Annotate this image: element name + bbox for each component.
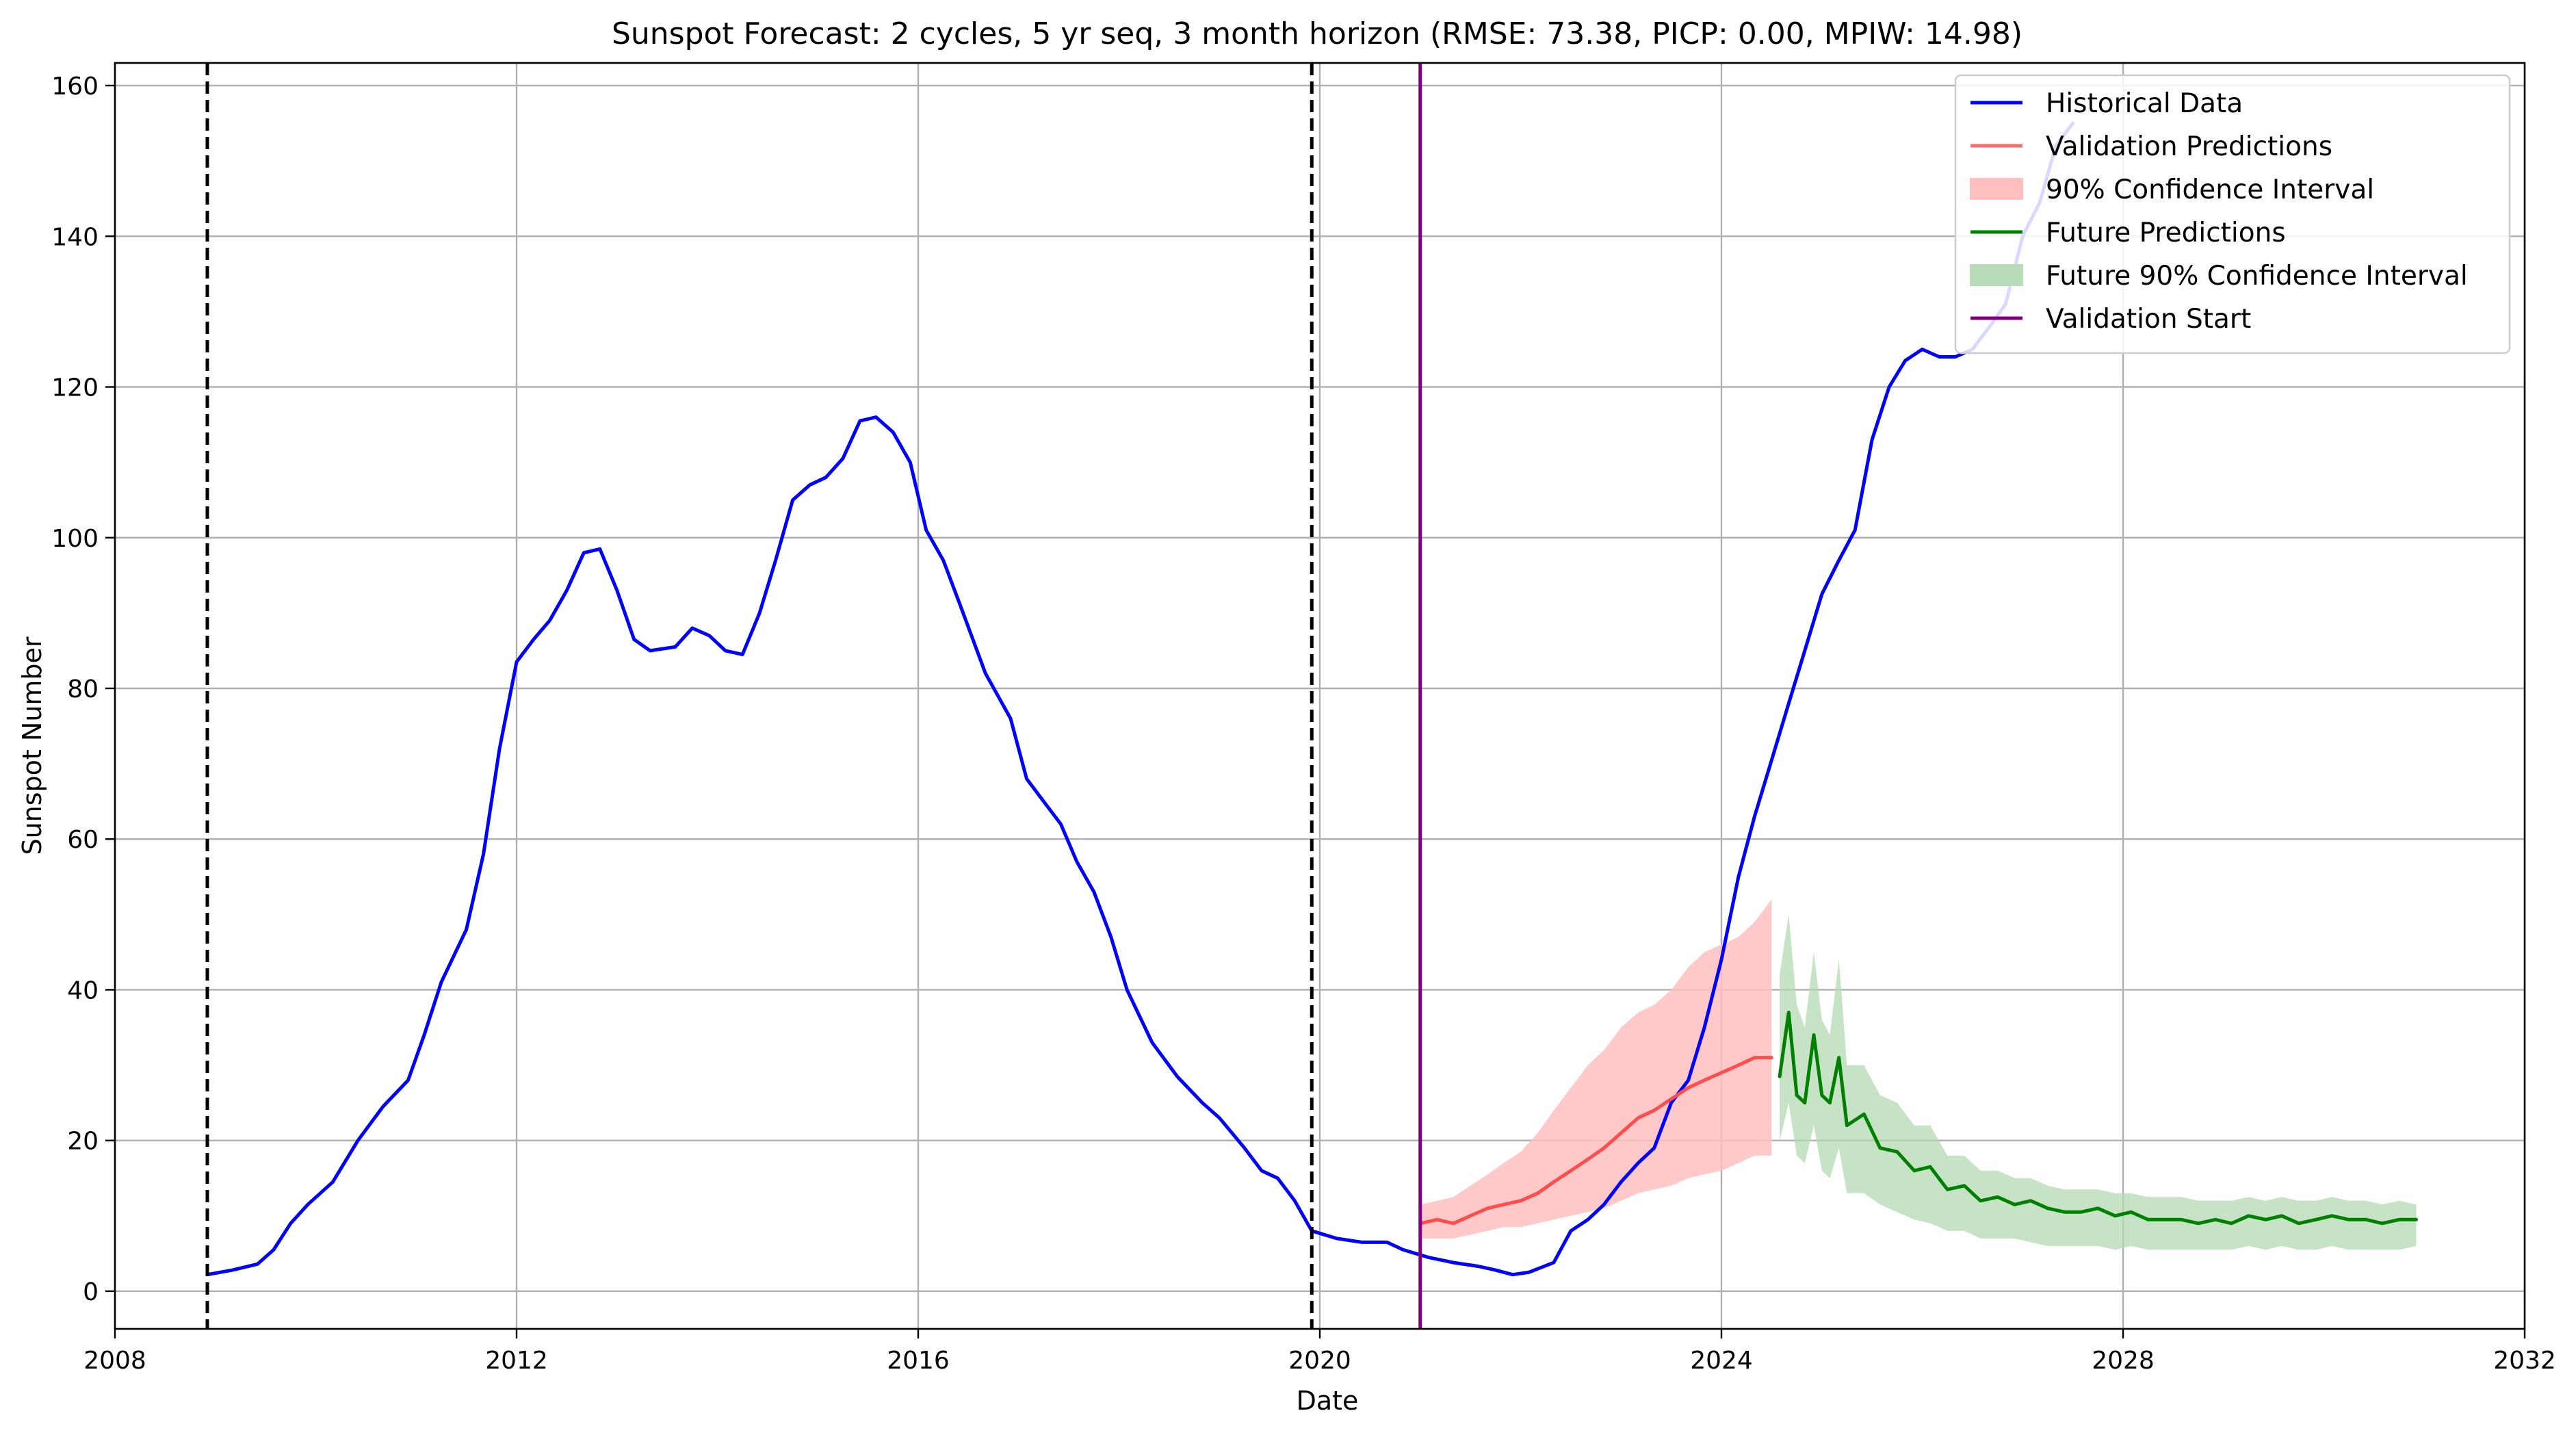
y-tick-label: 140 <box>51 223 99 251</box>
legend: Historical Data Validation Predictions 90%… <box>1954 74 2511 354</box>
y-tick-label: 0 <box>83 1278 99 1306</box>
x-tick-label: 2024 <box>1690 1347 1753 1375</box>
future-confidence-band <box>1780 914 2417 1250</box>
legend-item: Historical Data <box>1970 88 2243 119</box>
legend-item: Future 90% Confidence Interval <box>1970 261 2468 292</box>
x-tick-label: 2020 <box>1288 1347 1351 1375</box>
legend-swatch-patch <box>1970 178 2023 200</box>
validation-confidence-band <box>1420 899 1772 1239</box>
y-tick-label: 20 <box>67 1128 99 1156</box>
future-predictions-line <box>1778 1011 2418 1226</box>
y-tick-label: 40 <box>67 976 99 1005</box>
x-axis-label: Date <box>1297 1386 1359 1416</box>
legend-label: Future 90% Confidence Interval <box>2046 261 2468 292</box>
plot-area: 2008 2012 2016 2020 2024 2028 2032 0 20 40 60 80 100… <box>51 62 2556 1375</box>
legend-box <box>1954 74 2511 354</box>
y-tick-label: 100 <box>51 525 99 553</box>
legend-label: 90% Confidence Interval <box>2046 174 2374 205</box>
legend-item: Validation Start <box>1970 304 2251 335</box>
x-tick-label: 2032 <box>2493 1347 2556 1375</box>
legend-item: Validation Predictions <box>1970 131 2332 162</box>
historical-data-line <box>205 121 2075 1277</box>
legend-item: Future Predictions <box>1970 218 2286 248</box>
validation-predictions-line <box>1418 1056 1773 1226</box>
y-axis-label: Sunspot Number <box>17 636 47 855</box>
legend-label: Future Predictions <box>2046 218 2286 248</box>
legend-label: Validation Predictions <box>2046 131 2332 162</box>
legend-label: Historical Data <box>2046 88 2243 119</box>
legend-swatch-patch <box>1970 264 2023 286</box>
y-tick-label: 120 <box>51 374 99 402</box>
x-tick-label: 2016 <box>887 1347 950 1375</box>
data-layer <box>115 63 2525 1329</box>
x-tick-label: 2012 <box>485 1347 548 1375</box>
x-tick-label: 2028 <box>2092 1347 2155 1375</box>
x-tick-label: 2008 <box>83 1347 146 1375</box>
chart-title: Sunspot Forecast: 2 cycles, 5 yr seq, 3 … <box>612 16 2022 51</box>
y-tick-label: 60 <box>67 826 99 854</box>
legend-label: Validation Start <box>2046 304 2251 335</box>
legend-item: 90% Confidence Interval <box>1970 174 2374 205</box>
y-tick-label: 160 <box>51 73 99 101</box>
y-tick-label: 80 <box>67 675 99 703</box>
